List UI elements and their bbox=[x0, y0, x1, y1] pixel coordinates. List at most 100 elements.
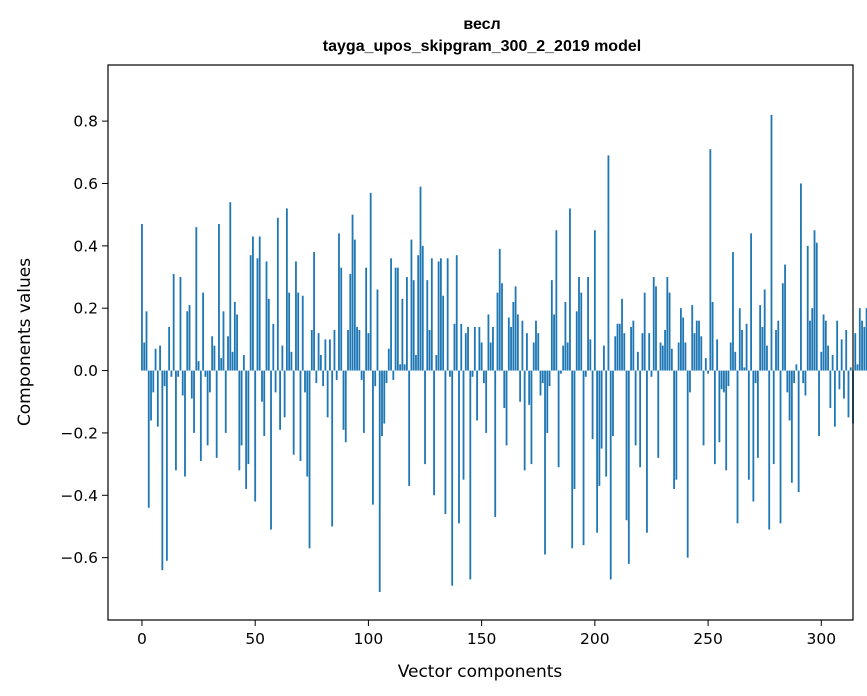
bar bbox=[815, 242, 818, 371]
bar bbox=[829, 370, 832, 408]
bar bbox=[704, 358, 707, 371]
y-tick-label: 0.2 bbox=[73, 300, 98, 318]
bar bbox=[437, 261, 440, 371]
bar bbox=[254, 370, 257, 502]
bar bbox=[711, 301, 714, 371]
bar bbox=[623, 333, 626, 371]
bar bbox=[224, 370, 227, 433]
bar bbox=[580, 292, 583, 371]
bar bbox=[768, 370, 771, 530]
bar bbox=[661, 345, 664, 371]
x-tick-label: 100 bbox=[354, 630, 384, 648]
bar bbox=[793, 370, 796, 384]
bar bbox=[467, 326, 469, 371]
bar bbox=[306, 370, 309, 477]
bar bbox=[845, 330, 848, 371]
bar bbox=[752, 370, 755, 502]
bar bbox=[532, 342, 535, 371]
bar bbox=[700, 336, 703, 371]
bar bbox=[351, 214, 354, 371]
bar bbox=[190, 370, 193, 399]
bar bbox=[514, 286, 517, 371]
bar bbox=[593, 230, 596, 371]
bar bbox=[276, 217, 279, 371]
bar bbox=[469, 370, 472, 580]
bar bbox=[433, 370, 435, 496]
bar bbox=[310, 330, 313, 371]
bar bbox=[591, 370, 594, 440]
x-tick-label: 300 bbox=[807, 630, 837, 648]
bar bbox=[854, 333, 857, 371]
bar bbox=[861, 320, 863, 371]
bar bbox=[242, 354, 245, 371]
bar bbox=[165, 370, 168, 561]
bar bbox=[313, 252, 315, 371]
bar bbox=[745, 323, 748, 371]
bar bbox=[727, 370, 730, 387]
bar bbox=[519, 370, 522, 402]
bar bbox=[530, 370, 533, 465]
bar bbox=[684, 342, 687, 371]
bar bbox=[781, 283, 784, 371]
bar bbox=[367, 333, 370, 371]
bar bbox=[598, 370, 601, 486]
bar bbox=[256, 258, 259, 371]
bar bbox=[195, 227, 198, 371]
bar bbox=[485, 370, 488, 433]
bar bbox=[693, 333, 696, 371]
bar bbox=[297, 292, 300, 371]
bar bbox=[788, 370, 791, 421]
bar bbox=[304, 370, 306, 393]
bar bbox=[775, 330, 777, 371]
bar bbox=[802, 370, 805, 384]
bar bbox=[723, 370, 725, 393]
bar bbox=[686, 370, 689, 558]
bar bbox=[596, 370, 599, 533]
bar bbox=[639, 370, 642, 468]
bar bbox=[152, 370, 155, 393]
bar bbox=[858, 308, 861, 371]
bar bbox=[761, 326, 764, 371]
bar bbox=[482, 370, 485, 384]
bar bbox=[204, 370, 207, 377]
bar bbox=[381, 370, 383, 437]
bar bbox=[383, 370, 386, 424]
bar bbox=[415, 354, 417, 371]
bar bbox=[863, 326, 866, 371]
bar bbox=[143, 342, 146, 371]
bar bbox=[664, 330, 666, 371]
bar bbox=[729, 342, 732, 371]
x-tick-label: 50 bbox=[245, 630, 265, 648]
bar bbox=[750, 233, 752, 371]
bar bbox=[725, 370, 728, 471]
y-tick-label: −0.2 bbox=[60, 424, 98, 442]
bar bbox=[625, 370, 628, 521]
bar bbox=[161, 370, 164, 571]
bar bbox=[501, 283, 503, 371]
bar bbox=[831, 354, 834, 371]
bar bbox=[208, 370, 211, 393]
bar bbox=[523, 370, 526, 471]
bar bbox=[759, 305, 762, 371]
bar bbox=[607, 155, 610, 371]
bar bbox=[600, 370, 603, 449]
x-axis: 0 50 100 150 200 250 300 bbox=[137, 620, 836, 648]
bar bbox=[618, 323, 621, 371]
bar bbox=[229, 202, 232, 371]
bar bbox=[766, 345, 768, 371]
y-tick-label: −0.4 bbox=[60, 487, 98, 505]
bar bbox=[424, 370, 426, 465]
bar bbox=[636, 351, 639, 371]
bar bbox=[231, 351, 234, 371]
bar bbox=[756, 370, 759, 458]
bar bbox=[612, 370, 614, 437]
bar bbox=[290, 351, 293, 371]
x-tick-label: 250 bbox=[693, 630, 723, 648]
bar bbox=[274, 370, 277, 393]
bar bbox=[691, 305, 694, 371]
bar bbox=[797, 370, 800, 493]
bar bbox=[378, 370, 381, 592]
bar bbox=[747, 370, 750, 480]
bar bbox=[428, 330, 431, 371]
